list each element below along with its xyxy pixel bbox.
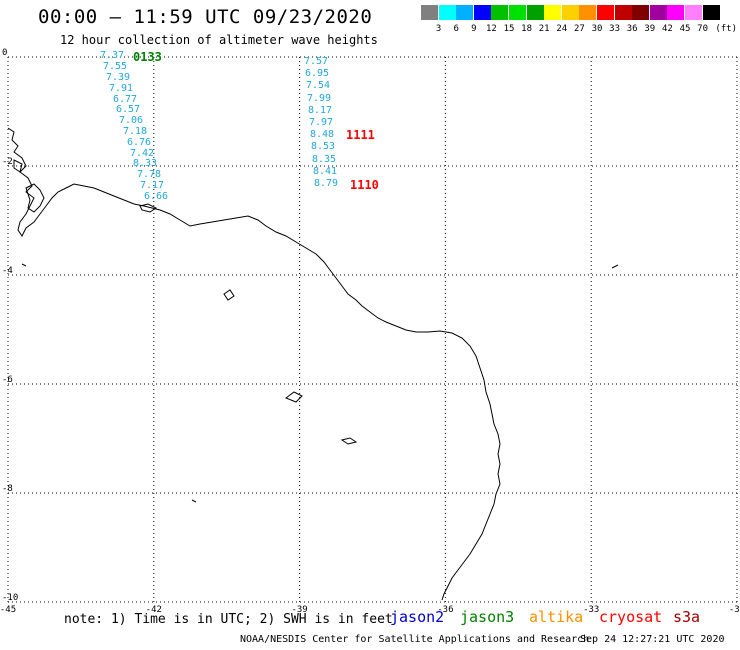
- track-b-value: 6.95: [305, 68, 330, 79]
- legend-label: 6: [453, 24, 459, 34]
- island-4: [223, 289, 235, 301]
- track-b-value: 8.48: [310, 129, 335, 140]
- map-subtitle: 12 hour collection of altimeter wave hei…: [60, 33, 378, 47]
- legend-swatch: [685, 5, 702, 20]
- legend-swatch: [473, 5, 491, 20]
- y-tick-label: 0: [2, 48, 7, 58]
- legend-swatch: [597, 5, 614, 20]
- legend-label: 18: [521, 24, 533, 34]
- track-a-value: 7.17: [140, 180, 165, 191]
- track-a-value: 8.33: [133, 158, 158, 169]
- x-tick-label: -42: [146, 605, 162, 615]
- x-tick-label: -45: [0, 605, 16, 615]
- x-tick-label: -30: [729, 605, 740, 615]
- satellite-s3a: s3a: [673, 608, 701, 626]
- island-1: [25, 183, 45, 213]
- island-3: [139, 203, 157, 213]
- track-b-value: 8.35: [312, 154, 337, 165]
- legend-label: 33: [609, 24, 621, 34]
- track-b-value: 8.17: [308, 105, 333, 116]
- legend-swatch: [421, 5, 438, 20]
- legend-swatch: [702, 5, 720, 20]
- legend-swatch: [456, 5, 474, 20]
- track-a-value: 7.42: [130, 148, 155, 159]
- y-tick-label: -8: [2, 484, 13, 494]
- legend-swatch: [579, 5, 597, 20]
- track-b-value: 7.57: [304, 56, 329, 67]
- y-tick-label: -10: [2, 593, 18, 603]
- legend-label: 15: [503, 24, 515, 34]
- legend-swatch: [509, 5, 526, 20]
- satellite-altika: altika: [529, 608, 584, 626]
- legend-label: 36: [626, 24, 638, 34]
- legend-swatch: [667, 5, 685, 20]
- map-title: 00:00 – 11:59 UTC 09/23/2020: [38, 6, 373, 28]
- track-b-value: 8.79: [314, 178, 339, 189]
- credit-line: NOAA/NESDIS Center for Satellite Applica…: [240, 634, 590, 645]
- track-b-value: 8.41: [313, 166, 338, 177]
- legend-label: 70: [697, 24, 709, 34]
- track-b-time-label: 1111: [346, 128, 375, 142]
- track-a-value: 6.76: [127, 137, 152, 148]
- x-tick-label: -36: [437, 605, 453, 615]
- legend-swatch: [649, 5, 667, 20]
- y-tick-label: -4: [2, 266, 13, 276]
- y-tick-label: -2: [2, 157, 13, 167]
- track-b-value: 7.97: [309, 117, 334, 128]
- footer-note: note: 1) Time is in UTC; 2) SWH is in fe…: [64, 612, 393, 627]
- legend-swatch: [632, 5, 650, 20]
- track-a-value: 6.66: [144, 191, 169, 202]
- legend-label: 42: [661, 24, 673, 34]
- track-b-time-label: 1110: [350, 178, 379, 192]
- legend-swatch: [491, 5, 509, 20]
- island-7: [21, 263, 27, 267]
- track-a-value: 7.91: [109, 83, 134, 94]
- legend-swatch: [526, 5, 544, 20]
- island-8: [611, 264, 619, 269]
- track-b-value: 7.99: [307, 93, 332, 104]
- legend-swatch: [544, 5, 562, 20]
- island-2: [13, 159, 23, 173]
- legend-label: 39: [644, 24, 656, 34]
- legend-label: 27: [573, 24, 585, 34]
- legend-label: 21: [538, 24, 550, 34]
- satellite-cryosat: cryosat: [599, 608, 663, 626]
- x-tick-label: -39: [291, 605, 307, 615]
- y-tick-label: -6: [2, 375, 13, 385]
- island-6: [340, 437, 358, 445]
- track-a-value: 7.55: [103, 61, 128, 72]
- legend-label: 3: [435, 24, 442, 34]
- coastline-main: [7, 127, 501, 601]
- generation-timestamp: Sep 24 12:27:21 UTC 2020: [580, 634, 725, 645]
- legend-label: 12: [485, 24, 497, 34]
- island-9: [191, 499, 197, 503]
- track-a-value: 6.77: [113, 94, 138, 105]
- legend-label: 45: [679, 24, 691, 34]
- legend-swatch: [438, 5, 456, 20]
- track-a-value: 7.78: [137, 169, 162, 180]
- track-a-value: 7.06: [119, 115, 144, 126]
- track-a-value: 7.37: [100, 50, 125, 61]
- legend-label: 30: [591, 24, 603, 34]
- track-a-time-label: 0133: [133, 50, 162, 64]
- track-a-value: 7.18: [123, 126, 148, 137]
- axis-tick-labels: -45 -42 -39 -36 -33 -30 0 -2 -4 -6 -8 -10: [0, 48, 740, 615]
- legend-swatch: [561, 5, 579, 20]
- legend-unit: (ft): [715, 24, 738, 34]
- island-5: [284, 391, 303, 403]
- coastline: [7, 127, 619, 601]
- x-tick-label: -33: [583, 605, 599, 615]
- track-a-value: 6.57: [116, 104, 141, 115]
- legend-label: 9: [471, 24, 477, 34]
- satellite-jason3: jason3: [460, 608, 515, 626]
- track-b-value: 7.54: [306, 80, 331, 91]
- track-b-value: 8.53: [311, 141, 336, 152]
- legend-label: 24: [556, 24, 568, 34]
- track-a-value: 7.39: [106, 72, 131, 83]
- legend-swatch: [614, 5, 632, 20]
- graticule: [7, 56, 738, 603]
- satellite-jason2: jason2: [390, 608, 445, 626]
